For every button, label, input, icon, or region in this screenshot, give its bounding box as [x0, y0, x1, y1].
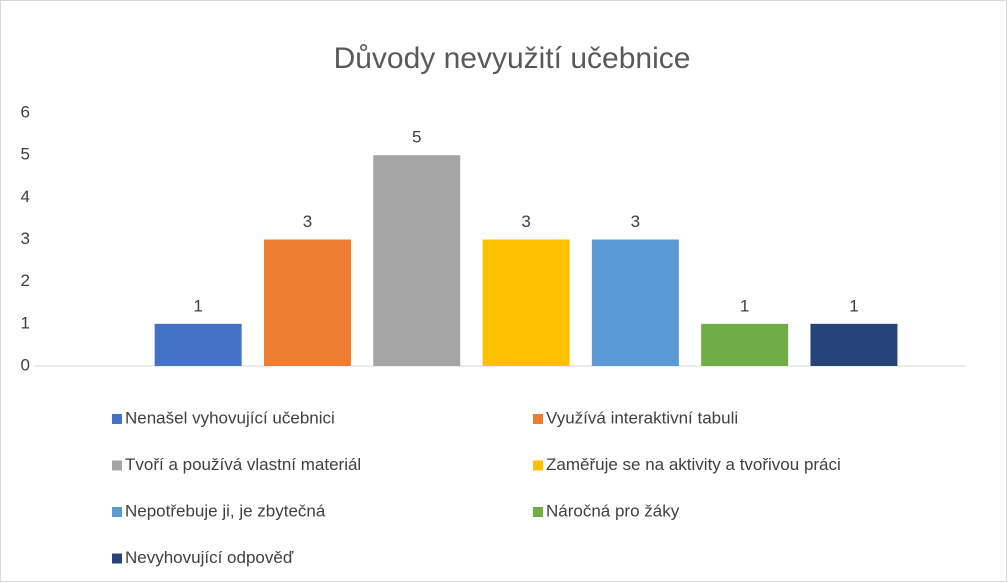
data-label: 3: [631, 212, 640, 231]
legend-label: Nenašel vyhovující učebnici: [125, 408, 335, 427]
legend-label: Využívá interaktivní tabuli: [546, 408, 738, 427]
y-tick-label: 1: [21, 313, 30, 332]
data-label: 1: [849, 296, 858, 315]
legend-label: Nevyhovující odpověď: [125, 548, 294, 567]
y-tick-label: 5: [21, 145, 30, 164]
bar: [810, 323, 898, 366]
legend-label: Zaměřuje se na aktivity a tvořivou práci: [546, 455, 841, 474]
bar: [154, 323, 242, 366]
legend-swatch: [112, 460, 122, 471]
bar: [701, 323, 789, 366]
bar: [373, 155, 461, 366]
data-label: 1: [740, 296, 749, 315]
chart-title: Důvody nevyužití učebnice: [334, 42, 691, 75]
legend-swatch: [533, 507, 543, 517]
y-tick-label: 0: [21, 355, 30, 374]
y-tick-label: 6: [21, 102, 30, 121]
legend-swatch: [112, 414, 122, 424]
data-label: 3: [303, 212, 312, 231]
legend-label: Tvoří a používá vlastní materiál: [125, 455, 361, 474]
y-tick-label: 4: [21, 187, 30, 206]
legend-label: Náročná pro žáky: [546, 501, 680, 520]
bar: [263, 239, 351, 366]
legend-swatch: [112, 553, 122, 564]
data-label: 5: [412, 128, 421, 147]
y-tick-label: 3: [21, 229, 30, 248]
y-tick-label: 2: [21, 271, 30, 290]
data-label: 1: [193, 296, 202, 315]
legend-swatch: [533, 414, 543, 424]
legend-label: Nepotřebuje ji, je zbytečná: [125, 501, 326, 520]
bar: [591, 239, 679, 366]
legend-swatch: [533, 460, 543, 471]
bar: [482, 239, 570, 366]
legend-swatch: [112, 507, 122, 517]
data-label: 3: [521, 212, 530, 231]
